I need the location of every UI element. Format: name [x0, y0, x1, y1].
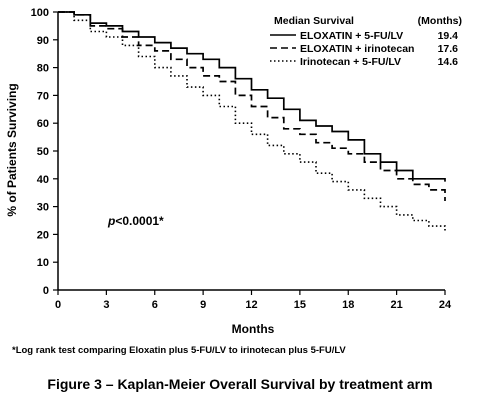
legend-series-name: Irinotecan + 5-FU/LV [300, 56, 401, 68]
y-axis-ticks: 0 10 20 30 40 50 60 70 80 90 100 [31, 7, 58, 297]
legend-median-value: 14.6 [438, 56, 459, 68]
footnote: *Log rank test comparing Eloxatin plus 5… [12, 345, 346, 356]
x-axis-ticks: 0 3 6 9 12 15 18 21 24 [55, 290, 452, 311]
x-tick-label: 3 [103, 299, 109, 311]
x-tick-label: 21 [391, 299, 403, 311]
y-tick-label: 30 [37, 202, 49, 214]
y-tick-label: 20 [37, 229, 49, 241]
y-tick-label: 0 [43, 285, 49, 297]
x-tick-label: 0 [55, 299, 61, 311]
x-tick-label: 12 [245, 299, 257, 311]
legend: Median Survival (Months) ELOXATIN + 5-FU… [270, 15, 462, 68]
legend-median-value: 19.4 [438, 30, 459, 42]
legend-series-name: ELOXATIN + irinotecan [300, 43, 414, 55]
x-tick-label: 24 [439, 299, 452, 311]
y-axis-title: % of Patients Surviving [5, 83, 19, 216]
x-tick-label: 18 [342, 299, 354, 311]
p-value-prefix: p [107, 214, 115, 228]
survival-chart: 0 10 20 30 40 50 60 70 80 90 100 0 3 6 9 12 15 18 21 24 Me… [5, 7, 462, 336]
p-value-text: <0.0001* [115, 214, 164, 228]
legend-title: Median Survival [274, 15, 354, 27]
y-tick-label: 100 [31, 7, 49, 19]
x-tick-label: 6 [152, 299, 158, 311]
legend-value-header: (Months) [418, 15, 462, 27]
y-tick-label: 10 [37, 257, 49, 269]
y-tick-label: 90 [37, 35, 49, 47]
x-axis-title: Months [232, 322, 275, 336]
x-tick-label: 15 [294, 299, 306, 311]
p-value-annotation: p<0.0001* [107, 214, 164, 228]
figure-caption: Figure 3 – Kaplan-Meier Overall Survival… [47, 376, 433, 392]
series-line-3 [58, 11, 446, 232]
y-tick-label: 50 [37, 146, 49, 158]
legend-median-value: 17.6 [438, 43, 459, 55]
legend-series-name: ELOXATIN + 5-FU/LV [300, 30, 403, 42]
y-tick-label: 60 [37, 118, 49, 130]
y-tick-label: 40 [37, 174, 49, 186]
series-layer [58, 11, 446, 232]
x-tick-label: 9 [200, 299, 206, 311]
y-tick-label: 80 [37, 63, 49, 75]
y-tick-label: 70 [37, 90, 49, 102]
